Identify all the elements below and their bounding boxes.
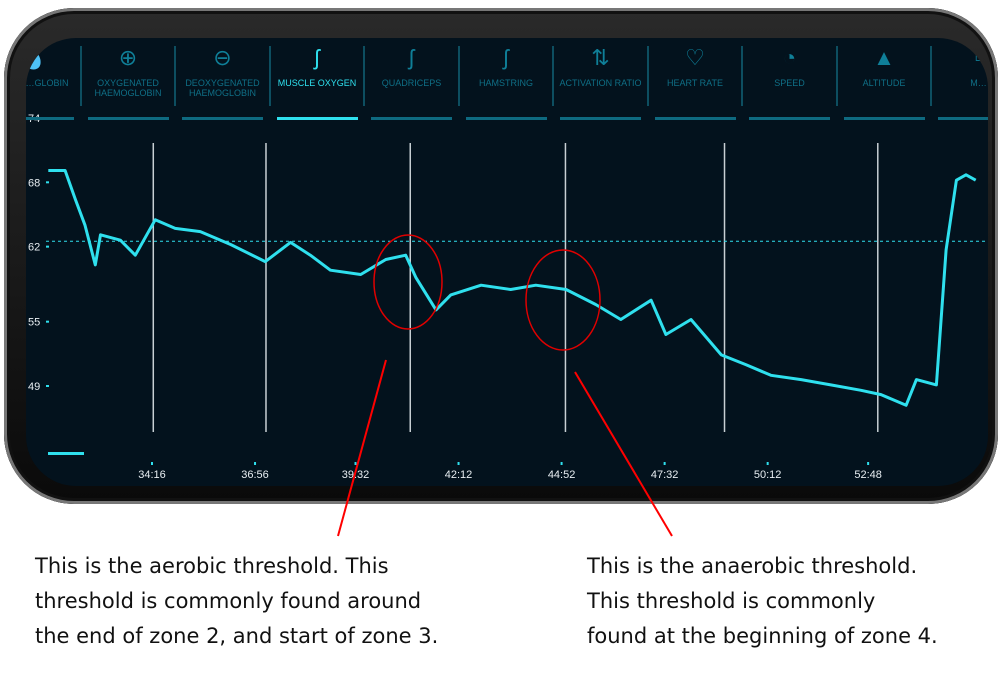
aerobic-threshold-circle (373, 234, 443, 330)
x-tick-label: 34:16 (138, 469, 166, 481)
x-tick-label: 42:12 (445, 469, 473, 481)
x-tick-mark (663, 462, 666, 465)
annotation-line: threshold is commonly found around (35, 589, 422, 613)
tab-separator (268, 46, 271, 106)
x-tick-mark (766, 462, 769, 465)
y-tick-label: 68 (28, 177, 40, 189)
anaerobic-pointer-line (574, 371, 673, 537)
y-tick-mark (46, 320, 49, 323)
tab-underline (276, 117, 358, 120)
tab-underline (560, 117, 641, 120)
anaerobic-annotation: This is the anaerobic threshold. This th… (587, 549, 938, 654)
speedometer-icon: ◔ (782, 45, 797, 70)
x-tick-label: 47:32 (651, 469, 679, 481)
blood-drop-minus-o2-icon: ⊖ (213, 45, 232, 70)
tab-separator (457, 46, 460, 106)
metric-tabs: 💧 …TAL …GLOBIN ⊕ OXYGENATED HAEMOGLOBIN ⊖ DEO… (26, 38, 988, 120)
tab-separator (79, 46, 82, 106)
tab-underline (87, 117, 169, 120)
x-tick-label: 44:52 (548, 469, 576, 481)
tab-1[interactable]: ⊕ OXYGENATED HAEMOGLOBIN (81, 38, 176, 120)
x-tick-mark (457, 462, 460, 465)
tab-label: QUADRICEPS (381, 78, 442, 88)
muscle-oxygen-chart: 746862554934:1636:5639:3242:1244:5247:32… (28, 113, 988, 481)
x-tick-mark (867, 462, 870, 465)
mountain-icon: ▲ (873, 45, 895, 70)
tab-5[interactable]: ʃ HAMSTRING (459, 38, 554, 120)
tab-label: OXYGENATED HAEMOGLOBIN (94, 78, 162, 98)
x-tick-mark (354, 462, 357, 465)
tab-label: ALTITUDE (862, 78, 906, 88)
tab-underline (654, 117, 736, 120)
tab-label: ACTIVATION RATIO (559, 78, 642, 88)
blood-drop-plus-o2-icon: ⊕ (118, 45, 138, 70)
tab-underline (371, 117, 452, 120)
tab-7[interactable]: ♡ HEART RATE (648, 38, 743, 120)
tab-separator (552, 46, 554, 106)
tab-separator (174, 46, 176, 106)
phone-frame: 746862554934:1636:5639:3242:1244:5247:32… (4, 8, 998, 504)
x-tick-label: 50:12 (754, 469, 782, 481)
tab-separator (930, 46, 932, 106)
tab-4[interactable]: ʃ QUADRICEPS (364, 38, 459, 120)
aerobic-annotation: This is the aerobic threshold. This thre… (35, 549, 438, 654)
up-down-arrows-icon: ⇅ (591, 45, 610, 70)
tab-separator (363, 46, 365, 106)
tab-separator (646, 46, 649, 106)
tab-separator (741, 46, 743, 106)
tab-6[interactable]: ⇅ ACTIVATION RATIO (553, 38, 648, 120)
tab-label: SPEED (774, 78, 805, 88)
y-tick-label: 62 (28, 242, 40, 254)
tab-underline (843, 117, 925, 120)
x-tick-mark (151, 462, 153, 465)
app-screen: 746862554934:1636:5639:3242:1244:5247:32… (26, 38, 988, 486)
tab-underline (182, 117, 263, 120)
y-tick-mark (46, 181, 49, 184)
aerobic-pointer-line (337, 359, 387, 537)
tab-0[interactable]: 💧 …TAL …GLOBIN (26, 38, 81, 120)
y-tick-mark (46, 245, 49, 248)
tab-underline (26, 117, 74, 120)
tab-8[interactable]: ◔ SPEED (742, 38, 837, 120)
tab-label: HEART RATE (666, 78, 723, 88)
annotation-line: This threshold is commonly (587, 589, 876, 613)
leg-icon: ʃ (503, 45, 509, 70)
unknown-icon: ▫ (974, 45, 983, 70)
y-tick-label: 49 (28, 381, 40, 393)
x-tick-mark (254, 462, 257, 465)
y-tick-mark (46, 385, 49, 387)
annotation-line: found at the beginning of zone 4. (587, 624, 938, 648)
leg-icon: ʃ (409, 45, 414, 70)
muscle-oxygen-line (48, 169, 977, 407)
tab-label: DEOXYGENATED HAEMOGLOBIN (185, 78, 260, 98)
tab-underline (938, 117, 988, 120)
tab-3[interactable]: ʃ MUSCLE OXYGEN (270, 38, 365, 120)
tab-underline (465, 117, 547, 120)
x-tick-label: 36:56 (241, 469, 269, 481)
tab-label: MUSCLE OXYGEN (277, 78, 357, 88)
anaerobic-threshold-circle (525, 249, 601, 351)
tab-separator (835, 46, 838, 106)
tab-label: M… (970, 78, 987, 88)
blood-drop-icon: 💧 (26, 45, 48, 70)
y-tick-label: 55 (28, 317, 40, 329)
tab-2[interactable]: ⊖ DEOXYGENATED HAEMOGLOBIN (175, 38, 270, 120)
annotation-line: This is the aerobic threshold. This (35, 554, 389, 578)
tab-label: HAMSTRING (479, 78, 533, 88)
tab-label: …TAL …GLOBIN (26, 78, 69, 88)
x-tick-mark (560, 462, 563, 465)
tab-9[interactable]: ▲ ALTITUDE (837, 38, 932, 120)
tab-underline (749, 117, 830, 120)
tab-10[interactable]: ▫ M… (931, 38, 988, 120)
heart-pulse-icon: ♡ (685, 45, 705, 70)
annotation-line: This is the anaerobic threshold. (587, 554, 918, 578)
annotation-line: the end of zone 2, and start of zone 3. (35, 624, 439, 648)
scroll-indicator (48, 452, 84, 455)
leg-o2-icon: ʃ (314, 45, 320, 70)
x-tick-label: 52:48 (854, 469, 882, 481)
